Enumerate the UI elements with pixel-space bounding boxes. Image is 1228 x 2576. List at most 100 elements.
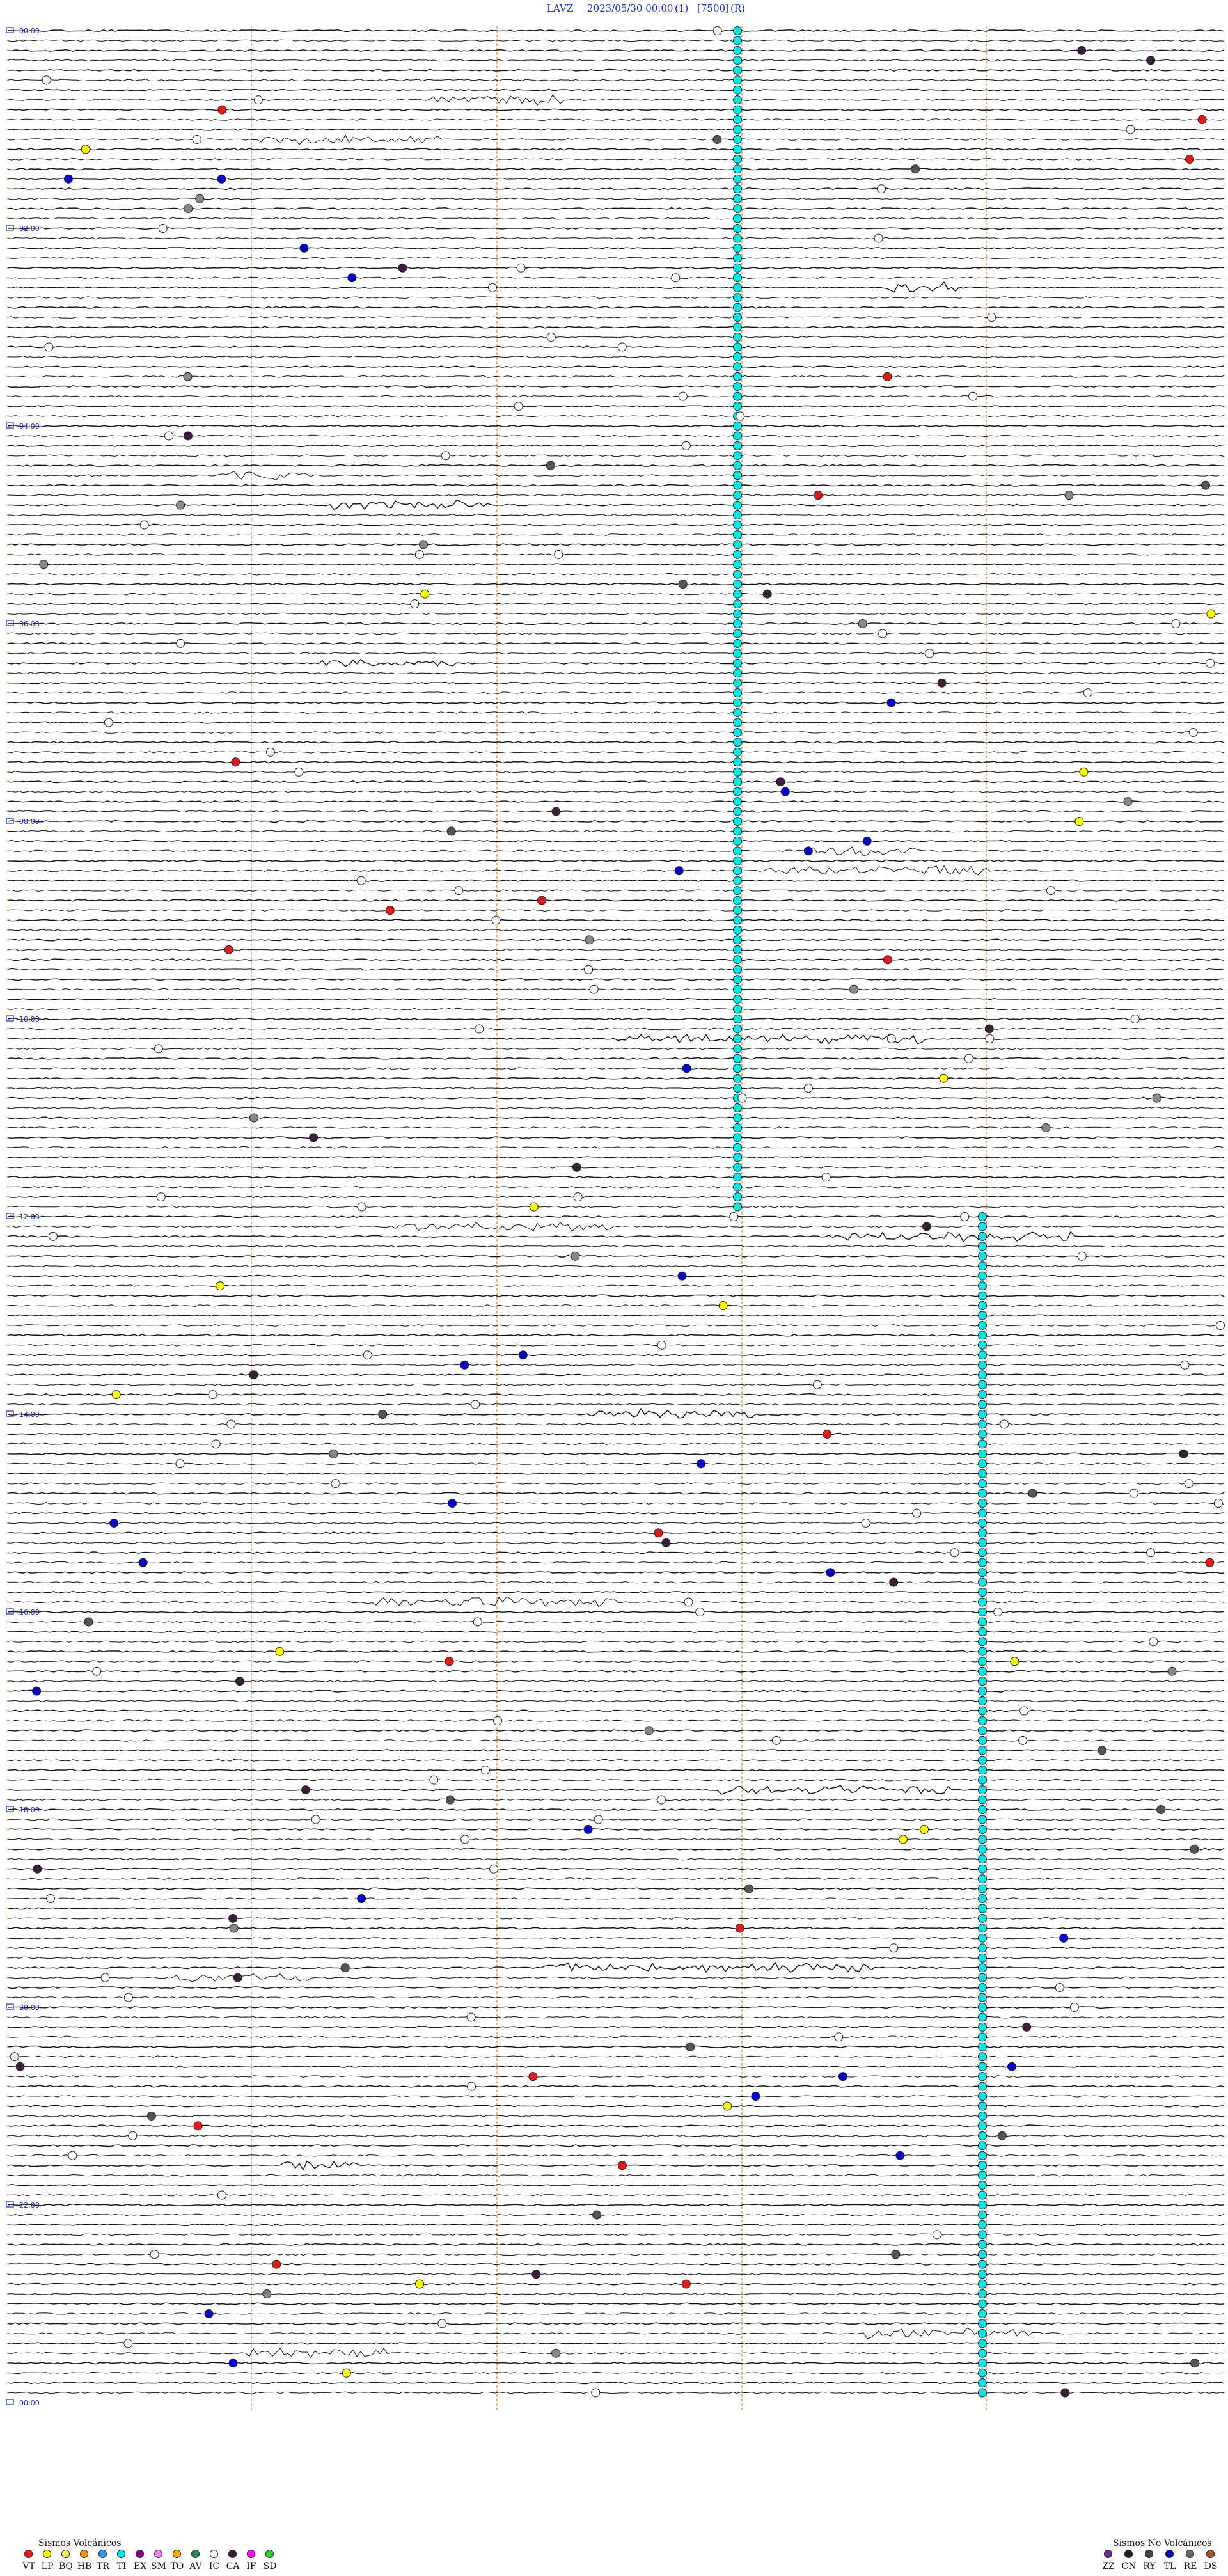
tremor-marker (978, 1835, 987, 1844)
minute-tick: • (6, 2163, 10, 2169)
tremor-marker (733, 1192, 742, 1202)
event-marker (480, 1766, 490, 1775)
event-marker (195, 194, 205, 203)
minute-tick: • (6, 1432, 10, 1437)
tremor-marker (978, 2092, 987, 2101)
event-marker (139, 520, 149, 530)
tremor-marker (978, 2348, 987, 2358)
seismic-trace (7, 385, 1225, 388)
minute-tick: • (6, 1086, 10, 1091)
minute-tick: • (6, 710, 10, 716)
seismic-trace (7, 257, 1225, 260)
minute-tick: • (6, 1461, 10, 1467)
minute-tick: • (6, 2044, 10, 2050)
event-marker (158, 224, 168, 233)
hour-marker-icon (6, 225, 14, 231)
minute-tick: • (6, 1856, 10, 1862)
legend-volcanic-to-label: TO (170, 2561, 184, 2572)
tremor-marker (978, 1439, 987, 1449)
minute-tick: • (6, 1876, 10, 1882)
tremor-marker (978, 1479, 987, 1489)
seismic-trace (7, 1927, 1225, 1930)
seismic-trace (7, 1067, 1225, 1070)
tremor-marker (733, 510, 742, 520)
seismic-trace (7, 622, 1225, 626)
minute-tick: • (6, 1580, 10, 1586)
minute-tick: • (6, 651, 10, 656)
minute-tick: • (6, 463, 10, 469)
legend-nonvolcanic-re-label: RE (1183, 2561, 1197, 2572)
hour-marker-icon (6, 620, 14, 626)
tremor-marker (978, 2220, 987, 2229)
event-marker (571, 1251, 580, 1261)
minute-tick: • (6, 779, 10, 785)
minute-tick: • (6, 937, 10, 943)
seismic-trace (7, 1531, 1225, 1535)
tremor-marker (733, 738, 742, 747)
minute-tick: • (6, 1669, 10, 1675)
legend-volcanic-vt-label: VT (22, 2561, 35, 2572)
seismic-trace (7, 1482, 1225, 1485)
tremor-marker (978, 1627, 987, 1636)
legend-volcanic-av-label: AV (189, 2561, 202, 2572)
legend-volcanic-tr-icon (98, 2550, 107, 2558)
tremor-marker (733, 846, 742, 856)
tremor-marker (978, 1568, 987, 1577)
event-marker (84, 1617, 93, 1627)
tremor-marker (978, 1933, 987, 1943)
tremor-marker (733, 164, 742, 174)
tremor-marker (978, 2131, 987, 2140)
seismic-trace (7, 2114, 1224, 2117)
seismic-trace (7, 553, 1225, 556)
tremor-marker (733, 896, 742, 905)
seismic-trace (7, 978, 1225, 981)
minute-tick: • (6, 681, 10, 686)
minute-tick: • (6, 2084, 10, 2090)
seismic-trace (7, 1739, 1225, 1742)
event-marker (265, 747, 275, 757)
event-marker (1184, 1479, 1193, 1489)
seismic-trace (7, 1784, 1225, 1796)
plot-datetime: 2023/05/30 00:00 (587, 3, 673, 14)
seismic-trace (7, 1136, 1225, 1139)
seismic-trace (7, 1116, 1225, 1119)
seismic-trace (7, 335, 1225, 338)
tremor-marker (733, 145, 742, 154)
minute-tick: • (6, 2311, 10, 2317)
legend-volcanic-bq-icon (61, 2550, 70, 2558)
event-marker (100, 1973, 110, 1982)
event-marker (594, 1815, 603, 1824)
event-marker (592, 2210, 602, 2220)
tremor-marker (733, 1123, 742, 1132)
seismic-trace (7, 375, 1225, 378)
seismic-trace (7, 2075, 1224, 2078)
minute-tick: • (6, 1481, 10, 1487)
minute-tick: • (6, 2302, 10, 2307)
tremor-marker (978, 2032, 987, 2042)
tremor-marker (978, 2201, 987, 2209)
minute-tick: • (6, 1441, 10, 1447)
tremor-marker (733, 283, 742, 292)
minute-tick: • (6, 1046, 10, 1052)
tremor-marker (978, 1854, 987, 1864)
seismic-trace (7, 741, 1225, 744)
amplitude-scale: [7500] (697, 3, 729, 14)
tremor-marker (978, 2042, 987, 2051)
minute-tick: • (6, 1590, 10, 1595)
minute-tick: • (6, 1965, 10, 1971)
event-marker (1152, 1093, 1161, 1103)
hour-label: 08:00 (19, 818, 40, 826)
event-marker (460, 1835, 470, 1844)
seismic-trace (7, 2233, 1225, 2236)
hour-marker-icon (6, 1410, 14, 1417)
tremor-marker (733, 649, 742, 658)
tremor-marker (733, 807, 742, 816)
event-marker (233, 1973, 242, 1982)
event-marker (437, 2319, 447, 2328)
tremor-marker (733, 36, 742, 45)
tremor-marker (733, 194, 742, 203)
event-marker (987, 313, 996, 322)
event-marker (838, 2072, 847, 2082)
minute-tick: • (6, 1244, 10, 1249)
event-marker (491, 915, 501, 925)
